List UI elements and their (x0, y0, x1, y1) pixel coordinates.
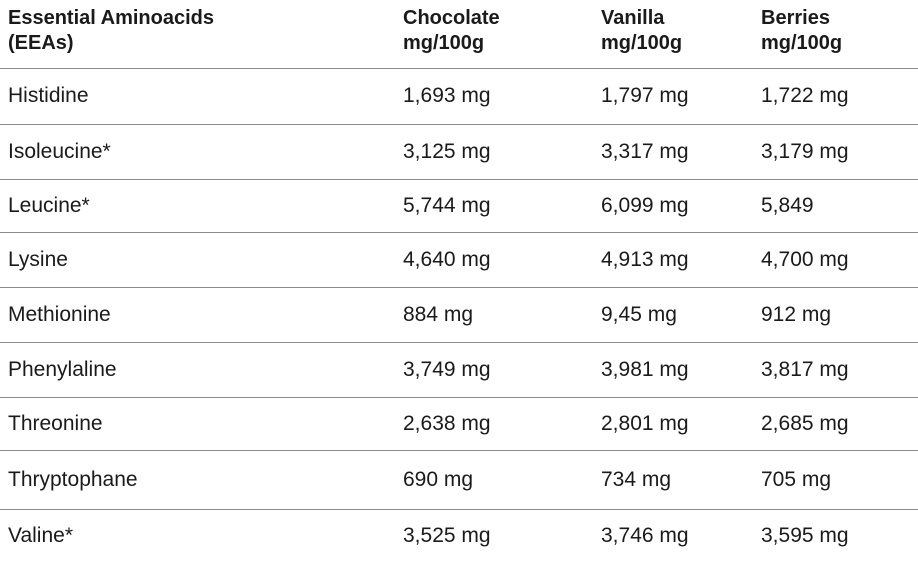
table-cell: 3,595 mg (761, 524, 849, 547)
row-label: Valine* (8, 524, 73, 547)
row-divider (0, 509, 918, 510)
row-label: Thryptophane (8, 467, 138, 491)
table-cell: 3,125 mg (403, 139, 491, 163)
row-label: Lysine (8, 247, 68, 271)
header-cell: mg/100g (601, 32, 683, 54)
table-cell: 734 mg (601, 467, 672, 491)
row-divider (0, 232, 918, 233)
header-cell: mg/100g (761, 32, 843, 54)
table-cell: 6,099 mg (601, 193, 689, 217)
row-divider (0, 124, 918, 125)
row-label: Methionine (8, 302, 111, 326)
header-cell: (EEAs) (8, 32, 74, 54)
row-divider (0, 68, 918, 69)
header-cell: mg/100g (403, 32, 485, 54)
table-cell: 2,801 mg (601, 411, 689, 435)
row-label: Leucine* (8, 193, 90, 217)
row-divider (0, 397, 918, 398)
table-cell: 4,640 mg (403, 247, 491, 271)
table-cell: 1,797 mg (601, 84, 689, 107)
row-label: Threonine (8, 411, 103, 435)
table-cell: 884 mg (403, 302, 474, 326)
table-cell: 912 mg (761, 302, 832, 326)
header-cell: Vanilla (601, 7, 665, 29)
table-cell: 3,317 mg (601, 139, 689, 163)
table-cell: 4,700 mg (761, 247, 849, 271)
table-cell: 690 mg (403, 467, 474, 491)
header-cell: Berries (761, 7, 830, 29)
table-cell: 5,744 mg (403, 193, 491, 217)
table-cell: 2,685 mg (761, 411, 849, 435)
row-label: Phenylaline (8, 357, 117, 381)
table-cell: 1,722 mg (761, 84, 849, 107)
row-divider (0, 287, 918, 288)
header-cell: Chocolate (403, 7, 500, 29)
table-cell: 3,749 mg (403, 357, 491, 381)
table-cell: 9,45 mg (601, 302, 677, 326)
table-cell: 3,179 mg (761, 139, 849, 163)
table-cell: 705 mg (761, 467, 832, 491)
table-cell: 3,981 mg (601, 357, 689, 381)
header-cell: Essential Aminoacids (8, 7, 214, 29)
row-label: Isoleucine* (8, 139, 111, 163)
table-cell: 2,638 mg (403, 411, 491, 435)
row-label: Histidine (8, 84, 89, 107)
row-divider (0, 179, 918, 180)
table-cell: 3,746 mg (601, 524, 689, 547)
table-cell: 5,849 (761, 193, 814, 217)
table-cell: 4,913 mg (601, 247, 689, 271)
row-divider (0, 342, 918, 343)
table-cell: 3,817 mg (761, 357, 849, 381)
table-cell: 1,693 mg (403, 84, 491, 107)
row-divider (0, 450, 918, 451)
table-cell: 3,525 mg (403, 524, 491, 547)
